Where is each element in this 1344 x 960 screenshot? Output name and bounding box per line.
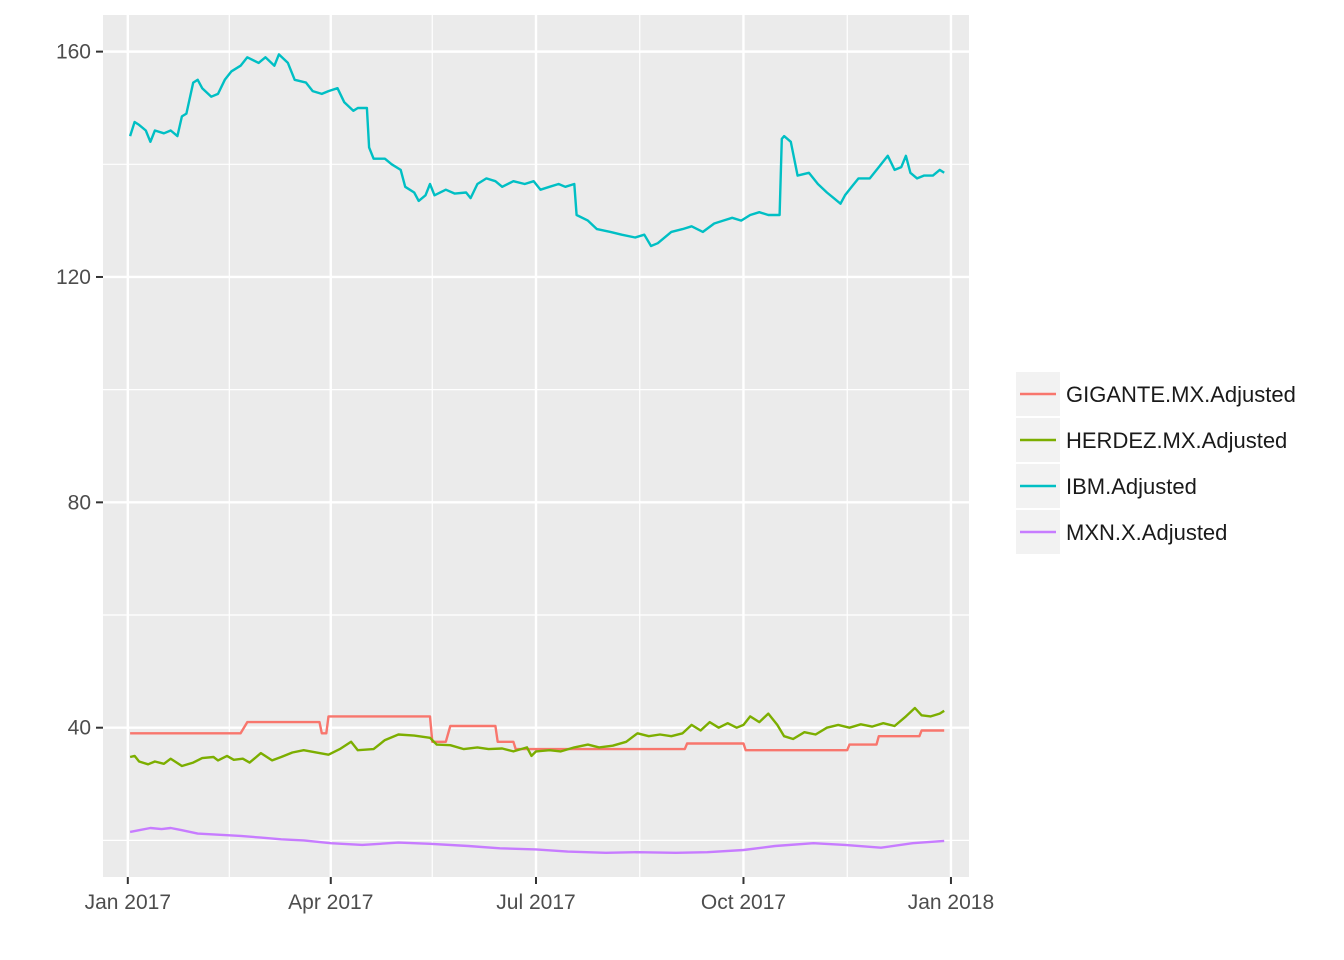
series-line-ibm-adjusted xyxy=(128,53,945,248)
y-tick-label: 40 xyxy=(68,717,91,740)
x-tick-label: Jul 2017 xyxy=(496,891,575,914)
y-tick-label: 120 xyxy=(56,266,91,289)
y-axis: 40 80 120 160 xyxy=(56,41,103,740)
series-line-herdez-mx-adjusted xyxy=(129,706,945,768)
series-line-gigante-mx-adjusted xyxy=(130,715,945,752)
x-tick-label: Apr 2017 xyxy=(288,891,373,914)
major-gridlines xyxy=(103,15,969,877)
series-line-mxn-x-adjusted xyxy=(129,826,945,854)
y-tick-label: 80 xyxy=(68,491,91,514)
x-tick-label: Jan 2017 xyxy=(85,891,171,914)
y-tick-label: 160 xyxy=(56,41,91,64)
legend-label: MXN.X.Adjusted xyxy=(1066,520,1227,545)
x-tick-label: Jan 2018 xyxy=(908,891,994,914)
legend-label: HERDEZ.MX.Adjusted xyxy=(1066,428,1287,453)
legend: GIGANTE.MX.Adjusted HERDEZ.MX.Adjusted IBM… xyxy=(1016,372,1296,554)
legend-label: GIGANTE.MX.Adjusted xyxy=(1066,382,1296,407)
x-tick-label: Oct 2017 xyxy=(701,891,786,914)
legend-label: IBM.Adjusted xyxy=(1066,474,1197,499)
series-lines xyxy=(128,53,945,854)
x-axis: Jan 2017 Apr 2017 Jul 2017 Oct 2017 Jan 2018 xyxy=(85,877,994,914)
